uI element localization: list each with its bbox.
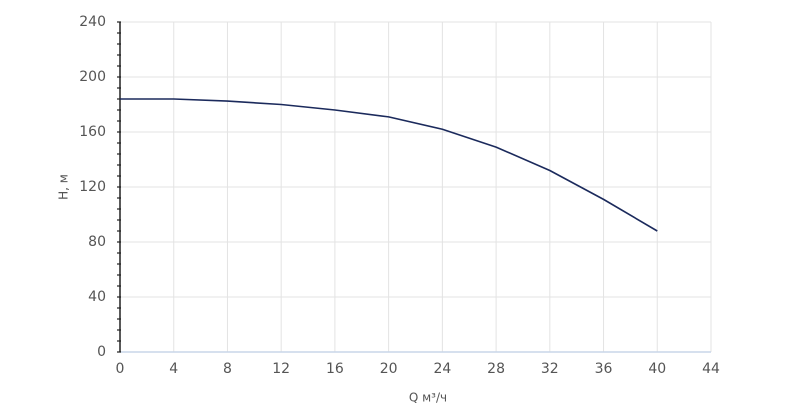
x-tick-label: 24: [433, 361, 451, 377]
line-series: [120, 98, 658, 232]
x-tick-label: 0: [116, 361, 125, 377]
x-tick-label: 32: [541, 361, 559, 377]
y-tick-label: 0: [97, 344, 106, 360]
y-tick-label: 80: [88, 234, 106, 250]
x-axis-label: Q м³/ч: [409, 391, 447, 405]
x-tick-label: 16: [326, 361, 344, 377]
y-tick-label: 240: [79, 14, 106, 30]
x-tick-label: 20: [380, 361, 398, 377]
x-tick-label: 12: [272, 361, 290, 377]
y-tick-label: 120: [79, 179, 106, 195]
y-axis-label: H, м: [57, 174, 71, 200]
x-tick-label: 44: [702, 361, 720, 377]
y-tick-label: 160: [79, 124, 106, 140]
x-tick-label: 4: [169, 361, 178, 377]
x-tick-label: 36: [595, 361, 613, 377]
x-tick-label: 8: [223, 361, 232, 377]
y-tick-label: 40: [88, 289, 106, 305]
x-tick-label: 28: [487, 361, 505, 377]
x-tick-label: 40: [648, 361, 666, 377]
y-tick-label: 200: [79, 69, 106, 85]
